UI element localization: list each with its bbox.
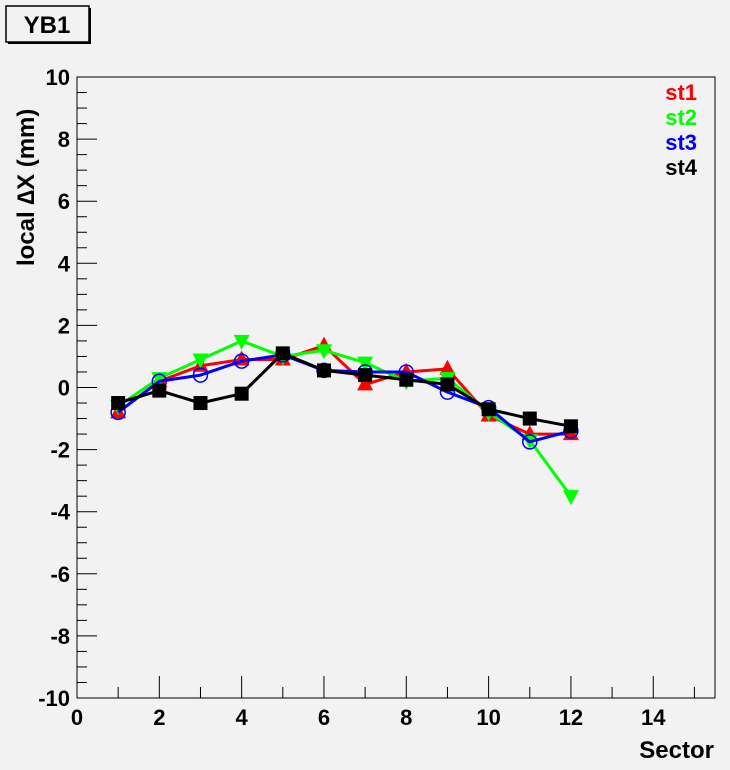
data-point — [522, 434, 538, 450]
data-point — [111, 396, 126, 411]
series-group — [110, 334, 579, 506]
data-point — [439, 359, 456, 375]
data-point — [399, 372, 414, 387]
data-point — [233, 334, 250, 350]
y-axis-title: local ∆X (mm) — [13, 109, 40, 266]
data-point — [562, 490, 579, 506]
data-point — [440, 377, 455, 392]
data-point — [358, 368, 373, 383]
series-line — [117, 339, 573, 498]
data-point — [522, 411, 537, 426]
chart-title-box: YB1 — [5, 5, 91, 44]
data-point — [193, 396, 208, 411]
title-shadow-right — [89, 8, 91, 44]
x-tick-label: 10 — [476, 705, 500, 730]
chart-title: YB1 — [24, 12, 71, 39]
data-point — [275, 346, 290, 361]
data-point — [481, 402, 496, 417]
x-tick-label: 8 — [400, 705, 412, 730]
title-shadow-bottom — [8, 42, 91, 44]
x-axis: 0 2 4 6 8 10 12 14 — [71, 676, 695, 730]
y-tick-label: 4 — [58, 251, 71, 276]
y-tick-label: 8 — [58, 127, 70, 152]
data-point — [234, 386, 249, 401]
legend-entry-st1: st1 — [665, 80, 697, 105]
data-point — [192, 367, 209, 383]
data-point — [233, 353, 250, 369]
y-tick-label: -8 — [50, 624, 70, 649]
x-tick-label: 4 — [236, 705, 249, 730]
legend-entry-st4: st4 — [665, 155, 698, 180]
legend-entry-st3: st3 — [665, 130, 697, 155]
legend-entry-st2: st2 — [665, 105, 697, 130]
x-tick-label: 2 — [153, 705, 165, 730]
x-tick-label: 6 — [318, 705, 330, 730]
data-point — [192, 353, 209, 369]
series-st4 — [111, 346, 578, 434]
x-tick-label: 14 — [641, 705, 666, 730]
y-tick-label: -4 — [50, 500, 70, 525]
plot-frame — [76, 76, 716, 699]
y-tick-label: 6 — [58, 189, 70, 214]
y-tick-label: -6 — [50, 562, 70, 587]
title-frame — [5, 5, 90, 43]
data-point — [357, 375, 374, 391]
data-point — [357, 356, 374, 372]
x-axis-title: Sector — [639, 737, 714, 764]
data-point — [563, 419, 578, 434]
y-axis: -10 -8 -6 -4 -2 0 2 4 6 8 10 — [38, 65, 97, 711]
y-tick-label: 10 — [46, 65, 70, 90]
data-point — [152, 383, 167, 398]
y-tick-label: -2 — [50, 438, 70, 463]
y-tick-label: -10 — [38, 686, 70, 711]
data-point — [315, 344, 332, 360]
series-st2 — [110, 334, 579, 506]
y-tick-label: 2 — [58, 313, 70, 338]
x-tick-label: 0 — [71, 705, 83, 730]
data-point — [316, 363, 331, 378]
x-tick-label: 12 — [559, 705, 583, 730]
y-tick-label: 0 — [58, 376, 70, 401]
